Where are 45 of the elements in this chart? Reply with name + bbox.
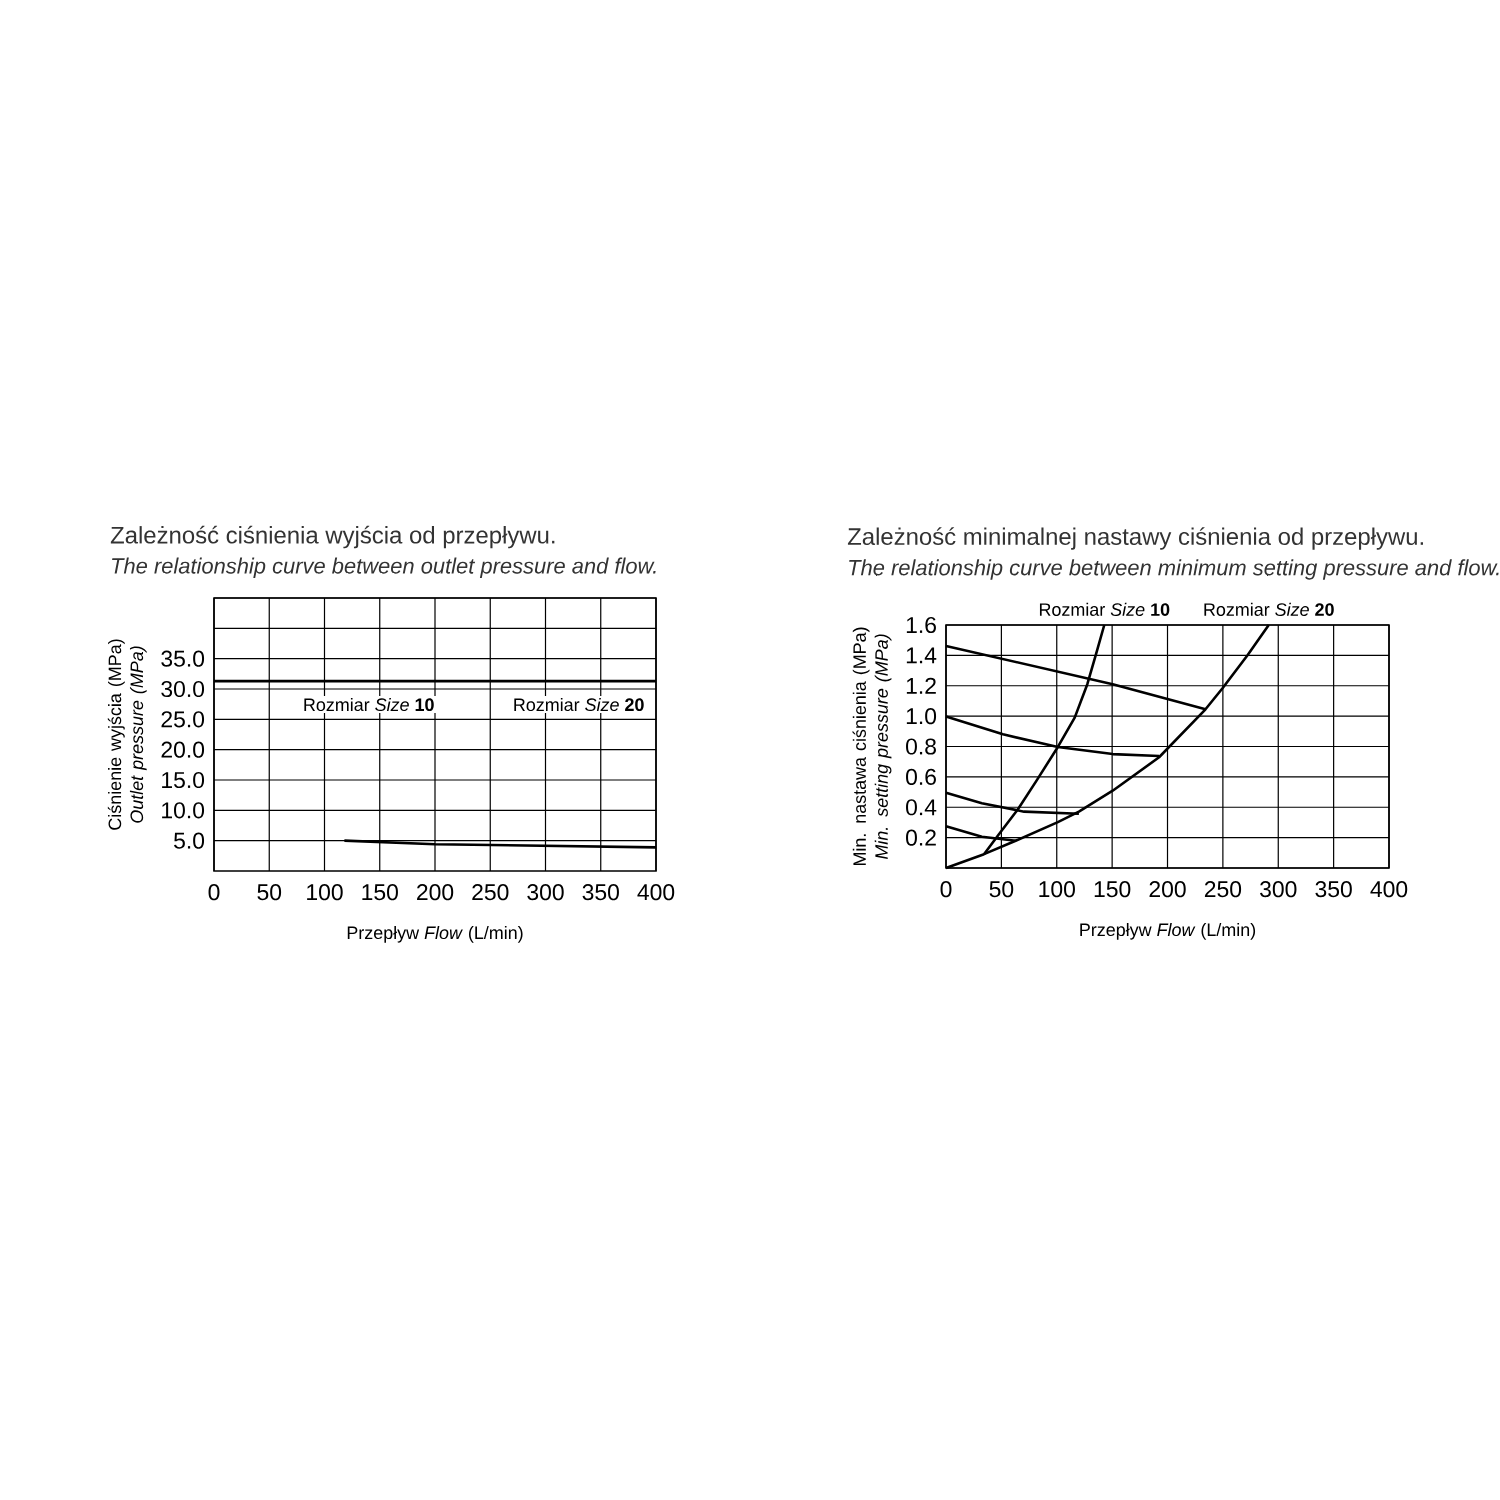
y-tick-label: 10.0: [162, 802, 205, 819]
annotation: Rozmiar Size 10: [304, 697, 434, 712]
x-axis-title: Przepływ Flow (L/min): [347, 925, 523, 943]
x-tick-label: 150: [1094, 881, 1131, 898]
y-axis-title: Ciśnienie wyjścia (MPa) Outlet pressure (MPa): [107, 639, 147, 830]
y-tick-label: 5.0: [174, 832, 205, 849]
x-tick-label: 300: [527, 884, 564, 901]
y-tick-label: 30.0: [161, 680, 205, 698]
annotation: Rozmiar Size 20: [1204, 602, 1334, 616]
y-axis-title: Min. nastawa ciśnienia (MPa) Min. setting pressure (MPa): [852, 627, 892, 866]
y-tick-label: 20.0: [161, 741, 205, 758]
x-tick-label: 400: [637, 884, 675, 901]
x-axis-title: Przepływ Flow (L/min): [1080, 922, 1256, 940]
chart-subtitle: The relationship curve between minimum setting pressure and flow.: [849, 559, 1499, 580]
x-tick-label: 400: [1370, 881, 1408, 898]
y-tick-label: 0.4: [906, 799, 937, 816]
x-tick-label: 350: [582, 884, 619, 901]
x-tick-label: 50: [257, 884, 282, 901]
x-tick-label: 0: [940, 881, 952, 898]
y-tick-label: 15.0: [162, 771, 205, 789]
chart-title: Zależność minimalnej nastawy ciśnienia od przepływu.: [847, 527, 1423, 550]
x-tick-label: 150: [362, 884, 398, 901]
x-tick-label: 100: [307, 884, 343, 901]
x-tick-label: 0: [208, 884, 220, 901]
x-tick-label: 50: [989, 881, 1014, 898]
y-tick-label: 1.6: [906, 616, 936, 634]
x-tick-label: 350: [1315, 881, 1352, 898]
y-tick-label: 35.0: [161, 650, 205, 667]
x-tick-label: 250: [1204, 881, 1242, 898]
x-tick-label: 100: [1039, 881, 1075, 898]
y-tick-label: 1.2: [906, 677, 936, 694]
annotation: Rozmiar Size 10: [1039, 602, 1170, 616]
chart-subtitle: The relationship curve between outlet pressure and flow.: [112, 557, 656, 578]
y-tick-label: 25.0: [161, 711, 205, 728]
y-tick-label: 0.8: [906, 738, 936, 755]
y-tick-label: 1.4: [906, 647, 937, 664]
x-tick-label: 300: [1260, 881, 1297, 898]
x-tick-label: 200: [1149, 881, 1186, 898]
y-tick-label: 0.2: [906, 829, 936, 846]
y-tick-label: 1.0: [906, 708, 937, 725]
y-tick-label: 0.6: [906, 768, 936, 785]
chart-title: Zależność ciśnienia wyjścia od przepływu.: [110, 525, 555, 549]
x-tick-label: 200: [417, 884, 454, 901]
x-tick-label: 250: [472, 884, 509, 901]
annotation: Rozmiar Size 20: [514, 697, 644, 712]
